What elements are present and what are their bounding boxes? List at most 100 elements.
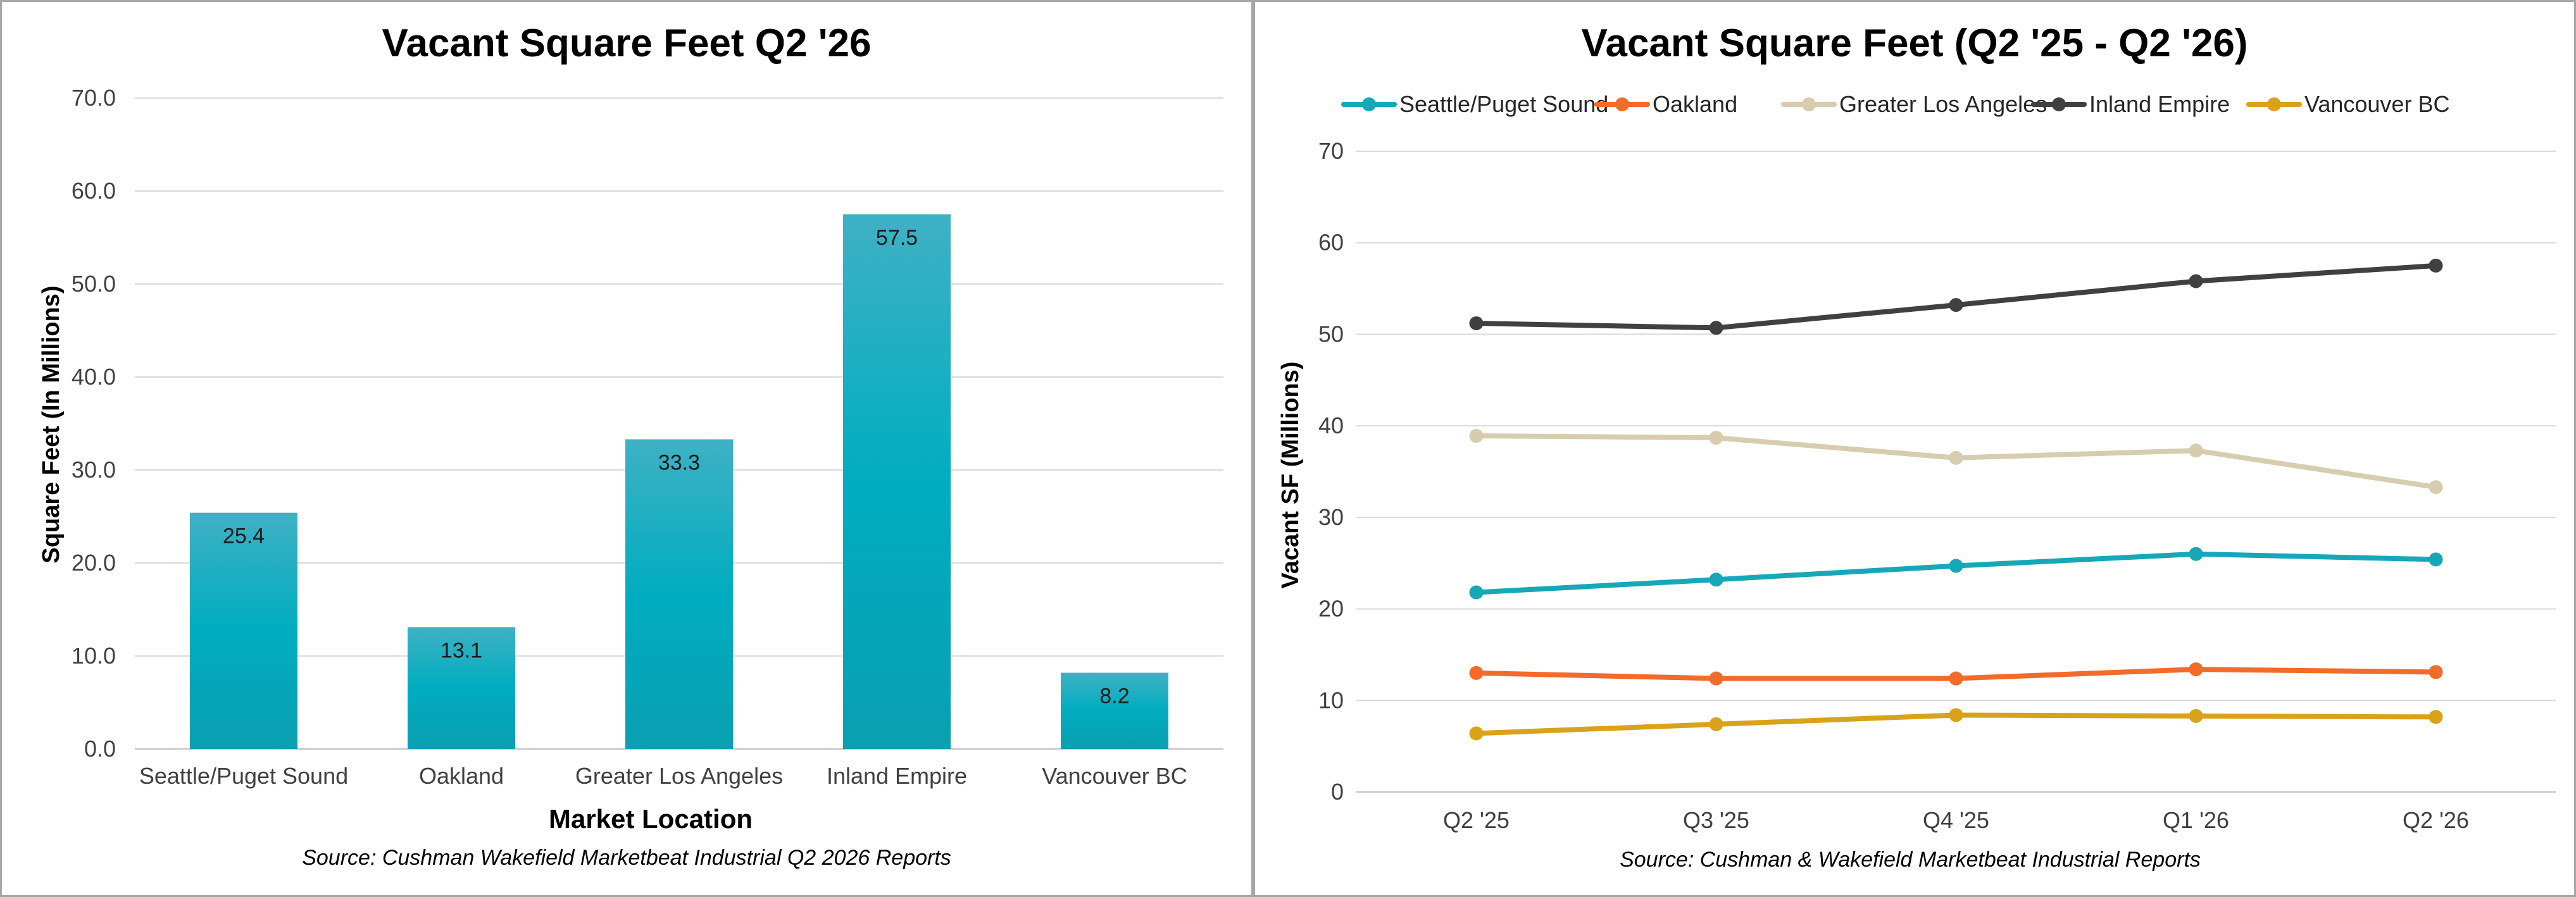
bar-chart-y-tick-label: 70.0 — [72, 85, 116, 111]
line-chart-y-tick-label: 70 — [1318, 138, 1344, 164]
line-chart-x-tick-label: Q2 '25 — [1443, 807, 1510, 833]
legend-label: Seattle/Puget Sound — [1399, 91, 1608, 117]
series-point — [2189, 662, 2203, 677]
bar-data-label: 25.4 — [223, 524, 265, 548]
bar-chart-panel: Vacant Square Feet Q2 '26 0.0 10.0 20.0 30.… — [0, 0, 1253, 897]
legend-item: Inland Empire — [2031, 91, 2230, 117]
line-series — [1469, 662, 2443, 686]
series-point — [2429, 258, 2443, 273]
line-chart-gridlines — [1356, 151, 2556, 793]
line-chart-x-tick-label: Q2 '26 — [2403, 807, 2469, 833]
bar — [190, 512, 297, 749]
bar-chart-source: Source: Cushman Wakefield Marketbeat Ind… — [302, 846, 951, 870]
bar-chart-y-axis: 0.0 10.0 20.0 30.0 40.0 50.0 60.0 70.0 — [72, 85, 116, 762]
line-chart-legend: Seattle/Puget Sound Oakland Greater Los An… — [1341, 91, 2449, 117]
line-chart-x-tick-label: Q1 '26 — [2163, 807, 2229, 833]
line-chart-y-axis: 0 10 20 30 40 50 60 70 — [1318, 138, 1344, 805]
bar-data-label: 13.1 — [441, 638, 482, 662]
legend-marker — [1615, 97, 1629, 111]
bar-chart-y-axis-title: Square Feet (In Millions) — [38, 285, 65, 563]
legend-marker — [1802, 97, 1816, 111]
series-point — [1949, 671, 1963, 686]
bar — [843, 214, 951, 749]
bar-data-label: 33.3 — [658, 450, 700, 474]
bar-chart-y-tick-label: 0.0 — [84, 736, 116, 762]
bar-chart-y-tick-label: 10.0 — [72, 643, 116, 669]
series-point — [1469, 585, 1484, 600]
bar-chart-bars — [190, 214, 1168, 749]
bar-chart-y-tick-label: 20.0 — [72, 550, 116, 576]
bar-data-label: 8.2 — [1099, 684, 1129, 708]
legend-label: Vancouver BC — [2304, 91, 2449, 117]
line-chart-y-tick-label: 0 — [1331, 779, 1344, 805]
line-chart-panel: Vacant Square Feet (Q2 '25 - Q2 '26) Sea… — [1253, 0, 2576, 897]
series-point — [1709, 321, 1723, 335]
series-point — [2189, 708, 2203, 723]
line-chart-y-tick-label: 20 — [1318, 596, 1344, 622]
series-point — [1469, 316, 1484, 331]
legend-marker — [2052, 97, 2066, 111]
line-chart-y-tick-label: 30 — [1318, 504, 1344, 530]
series-point — [2189, 547, 2203, 561]
bar-chart-x-tick-label: Inland Empire — [827, 763, 967, 789]
legend-item: Oakland — [1594, 91, 1737, 117]
line-chart-y-tick-label: 60 — [1318, 230, 1344, 256]
series-point — [1949, 298, 1963, 312]
line-chart-series — [1469, 258, 2443, 741]
bar-chart-y-tick-label: 30.0 — [72, 457, 116, 483]
line-chart-y-tick-label: 10 — [1318, 687, 1344, 713]
bar-chart-data-labels: 25.4 13.1 33.3 57.5 8.2 — [223, 226, 1130, 708]
bar-chart-x-axis: Seattle/Puget Sound Oakland Greater Los An… — [139, 763, 1187, 789]
series-point — [1469, 429, 1484, 443]
series-point — [2189, 443, 2203, 458]
legend-marker — [1362, 97, 1376, 111]
series-point — [1469, 665, 1484, 680]
line-chart-title: Vacant Square Feet (Q2 '25 - Q2 '26) — [1582, 22, 2248, 65]
legend-item: Seattle/Puget Sound — [1341, 91, 1608, 117]
line-chart-y-tick-label: 50 — [1318, 321, 1344, 347]
bar-chart-title: Vacant Square Feet Q2 '26 — [382, 22, 872, 65]
line-chart-x-axis: Q2 '25 Q3 '25 Q4 '25 Q1 '26 Q2 '26 — [1443, 807, 2469, 833]
bar-chart-y-tick-label: 50.0 — [72, 271, 116, 297]
legend-label: Oakland — [1653, 91, 1737, 117]
series-point — [1709, 572, 1723, 587]
line-chart-y-tick-label: 40 — [1318, 412, 1344, 438]
series-point — [1949, 559, 1963, 573]
legend-item: Vancouver BC — [2246, 91, 2449, 117]
bar — [408, 627, 515, 749]
series-point — [2429, 665, 2443, 679]
line-chart: Vacant Square Feet (Q2 '25 - Q2 '26) Sea… — [1277, 22, 2556, 872]
legend-item: Greater Los Angeles — [1781, 91, 2047, 117]
bar-chart-x-tick-label: Oakland — [419, 763, 504, 789]
series-point — [2429, 552, 2443, 567]
line-series — [1469, 258, 2443, 335]
bar — [625, 439, 733, 749]
bar-chart-x-axis-title: Market Location — [549, 804, 753, 834]
bar-chart: Vacant Square Feet Q2 '26 0.0 10.0 20.0 30.… — [38, 22, 1223, 870]
legend-marker — [2267, 97, 2281, 111]
series-point — [1949, 708, 1963, 722]
legend-label: Greater Los Angeles — [1839, 91, 2047, 117]
bar-chart-y-tick-label: 40.0 — [72, 364, 116, 390]
bar-chart-y-tick-label: 60.0 — [72, 178, 116, 204]
bar-chart-x-tick-label: Greater Los Angeles — [575, 763, 783, 789]
legend-label: Inland Empire — [2089, 91, 2230, 117]
line-chart-source: Source: Cushman & Wakefield Marketbeat I… — [1620, 848, 2201, 872]
series-point — [1709, 430, 1723, 445]
series-point — [1709, 671, 1723, 686]
line-chart-x-tick-label: Q4 '25 — [1923, 807, 1989, 833]
line-series — [1469, 547, 2443, 600]
series-point — [1949, 450, 1963, 465]
line-series — [1469, 429, 2443, 495]
bar-chart-x-tick-label: Seattle/Puget Sound — [139, 763, 348, 789]
bar-chart-x-tick-label: Vancouver BC — [1042, 763, 1187, 789]
bar — [1061, 672, 1168, 749]
series-line — [1473, 263, 2439, 331]
line-series — [1469, 708, 2443, 741]
bar-data-label: 57.5 — [876, 226, 918, 250]
series-point — [2429, 710, 2443, 724]
series-point — [1469, 726, 1484, 741]
series-point — [1709, 717, 1723, 731]
line-chart-x-tick-label: Q3 '25 — [1683, 807, 1749, 833]
series-point — [2189, 274, 2203, 288]
